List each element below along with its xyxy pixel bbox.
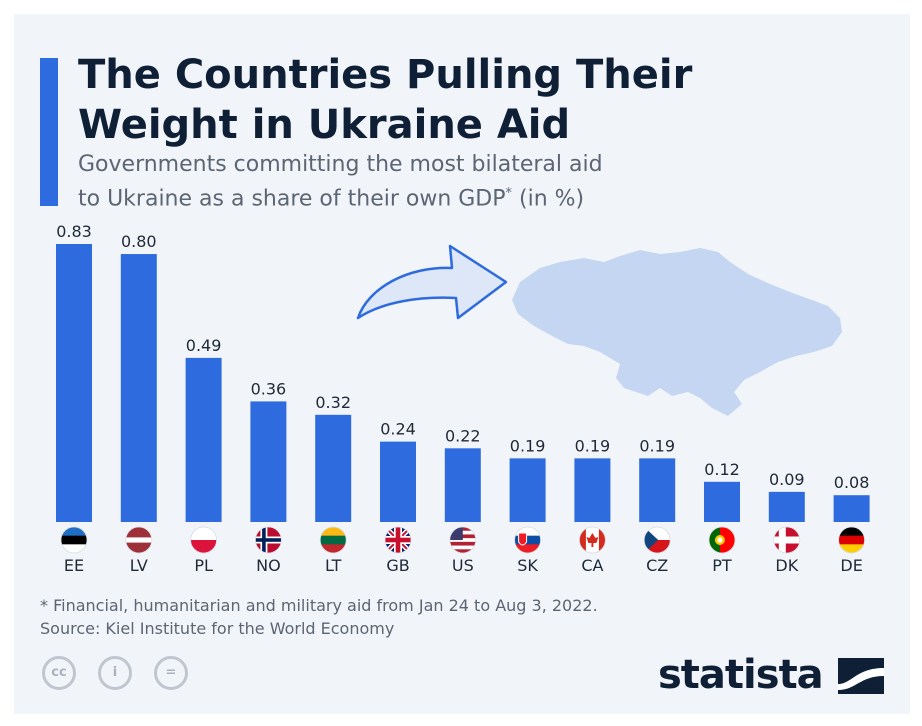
- value-label-pt: 0.12: [704, 460, 740, 479]
- category-label-ca: CA: [581, 556, 603, 575]
- value-label-cz: 0.19: [639, 436, 675, 455]
- footnote-text: * Financial, humanitarian and military a…: [40, 596, 598, 615]
- flag-lv-icon: [125, 526, 153, 554]
- footnote-block: * Financial, humanitarian and military a…: [40, 594, 598, 640]
- value-label-pl: 0.49: [186, 336, 222, 355]
- subtitle-unit: (in %): [512, 186, 585, 212]
- statista-logo-icon: [838, 658, 884, 694]
- bar-lv: [120, 254, 157, 522]
- bar-gb: [380, 441, 416, 522]
- category-label-sk: SK: [517, 556, 538, 575]
- curved-arrow-icon: [356, 244, 508, 320]
- bar-cz: [639, 458, 676, 522]
- flag-cz-icon: [643, 526, 671, 554]
- category-label-dk: DK: [775, 556, 798, 575]
- value-label-ee: 0.83: [56, 222, 92, 241]
- subtitle-line-1: Governments committing the most bilatera…: [78, 152, 603, 177]
- category-label-lt: LT: [325, 556, 342, 575]
- category-label-pt: PT: [712, 556, 732, 575]
- flags-group: [60, 526, 865, 554]
- statista-logo-text: statista: [658, 652, 824, 698]
- bar-ca: [574, 458, 611, 522]
- chart-subtitle: Governments committing the most bilatera…: [78, 150, 878, 213]
- flag-pl-icon: [190, 526, 218, 554]
- flag-de-icon: [838, 526, 865, 554]
- value-label-de: 0.08: [834, 473, 870, 492]
- chart-title: The Countries Pulling Their Weight in Uk…: [78, 50, 898, 150]
- flag-sk-icon: [514, 526, 541, 554]
- subtitle-line-2: to Ukraine as a share of their own GDP: [78, 186, 506, 212]
- flag-ee-icon: [60, 526, 88, 554]
- flag-us-icon: [449, 526, 477, 554]
- source-text: Source: Kiel Institute for the World Eco…: [40, 619, 395, 638]
- category-label-gb: GB: [386, 556, 409, 575]
- category-labels-group: EE LV PL NO LT GB US SK CA CZ PT DK DE: [64, 556, 863, 575]
- category-label-lv: LV: [130, 556, 148, 575]
- title-line-1: The Countries Pulling Their: [78, 52, 693, 98]
- bar-lt: [315, 414, 352, 522]
- bar-sk: [509, 458, 546, 522]
- flag-lt-icon: [319, 526, 347, 554]
- value-label-no: 0.36: [251, 379, 287, 398]
- title-accent-bar: [40, 58, 58, 206]
- ukraine-map-icon: [512, 248, 842, 416]
- category-label-ee: EE: [64, 556, 84, 575]
- bar-ee: [56, 244, 92, 522]
- value-label-dk: 0.09: [769, 470, 805, 489]
- bar-pl: [185, 357, 222, 522]
- category-label-us: US: [452, 556, 474, 575]
- bar-us: [444, 448, 481, 522]
- subtitle-asterisk: *: [505, 186, 513, 201]
- value-label-gb: 0.24: [380, 420, 416, 439]
- cc-license-icon: cc: [42, 656, 76, 690]
- flag-no-icon: [254, 526, 282, 554]
- value-labels-group: 0.83 0.80 0.49 0.36 0.32 0.24 0.22 0.19 0.19 0.19…: [56, 222, 869, 492]
- value-label-lt: 0.32: [315, 393, 351, 412]
- attribution-icon: i: [98, 656, 132, 690]
- bars-group: [56, 244, 870, 522]
- bar-dk: [768, 491, 805, 522]
- flag-ca-icon: [579, 526, 606, 554]
- value-label-sk: 0.19: [510, 436, 546, 455]
- category-label-no: NO: [256, 556, 281, 575]
- category-label-pl: PL: [194, 556, 213, 575]
- category-label-cz: CZ: [646, 556, 668, 575]
- bar-pt: [704, 481, 740, 522]
- no-derivatives-icon: =: [154, 656, 188, 690]
- value-label-us: 0.22: [445, 426, 481, 445]
- value-label-lv: 0.80: [121, 232, 157, 251]
- flag-gb-icon: [384, 526, 412, 554]
- category-label-de: DE: [840, 556, 862, 575]
- flag-dk-icon: [773, 526, 801, 554]
- bar-de: [833, 495, 870, 522]
- flag-pt-icon: [708, 526, 736, 554]
- bar-no: [250, 401, 287, 522]
- title-line-2: Weight in Ukraine Aid: [78, 102, 571, 148]
- value-label-ca: 0.19: [575, 436, 611, 455]
